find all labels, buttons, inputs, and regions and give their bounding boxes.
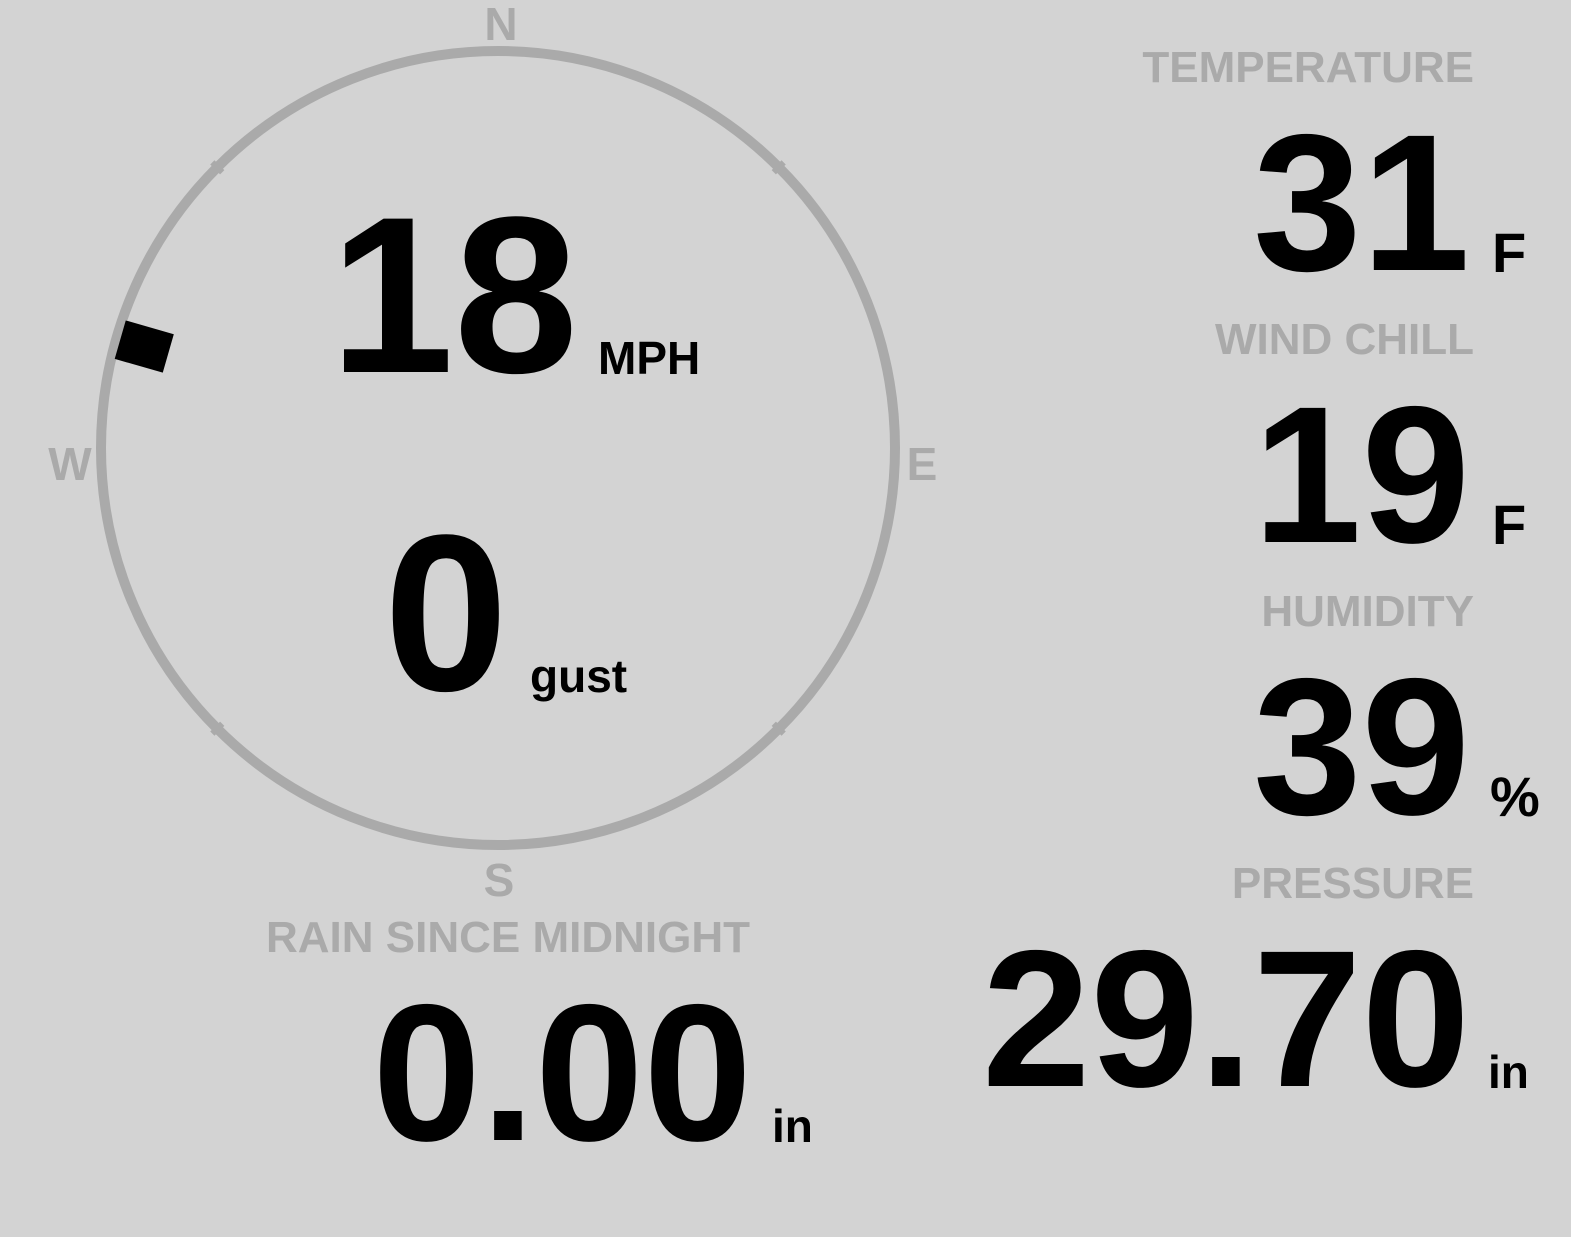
- wind-chill-panel: WIND CHILL 19 F: [1215, 315, 1526, 584]
- wind-speed-unit: MPH: [598, 332, 700, 384]
- humidity-unit: %: [1490, 765, 1540, 828]
- humidity-label: HUMIDITY: [1261, 587, 1474, 636]
- compass-n: N: [484, 0, 517, 50]
- compass-tick: [210, 160, 225, 175]
- wind-gust-value: 0: [384, 489, 508, 738]
- rain-value: 0.00: [372, 964, 752, 1182]
- compass-ring: [96, 46, 900, 850]
- rain-panel: RAIN SINCE MIDNIGHT 0.00 in: [266, 913, 813, 1182]
- pressure-unit: in: [1488, 1046, 1529, 1098]
- rain-label: RAIN SINCE MIDNIGHT: [266, 913, 750, 962]
- compass-w: W: [48, 438, 92, 490]
- pressure-value: 29.70: [982, 910, 1470, 1128]
- humidity-panel: HUMIDITY 39 %: [1253, 587, 1540, 856]
- compass-s: S: [484, 854, 515, 906]
- compass-tick: [771, 160, 786, 175]
- temperature-label: TEMPERATURE: [1142, 43, 1474, 92]
- wind-chill-value: 19: [1253, 366, 1470, 584]
- pressure-panel: PRESSURE 29.70 in: [982, 859, 1529, 1128]
- temperature-panel: TEMPERATURE 31 F: [1142, 43, 1526, 312]
- temperature-value: 31: [1253, 94, 1470, 312]
- humidity-value: 39: [1253, 638, 1470, 856]
- wind-speed-value: 18: [330, 171, 578, 420]
- compass-e: E: [907, 438, 938, 490]
- compass-ticks: [210, 160, 786, 736]
- pressure-label: PRESSURE: [1232, 859, 1474, 908]
- wind-gust-unit: gust: [530, 650, 627, 702]
- rain-unit: in: [772, 1100, 813, 1152]
- wind-chill-label: WIND CHILL: [1215, 315, 1474, 364]
- compass-tick: [210, 721, 225, 736]
- temperature-unit: F: [1492, 221, 1526, 284]
- wind-compass: N E S W 18 MPH 0 gust: [48, 0, 937, 906]
- wind-chill-unit: F: [1492, 493, 1526, 556]
- compass-tick: [771, 721, 786, 736]
- wind-direction-marker: [114, 320, 174, 373]
